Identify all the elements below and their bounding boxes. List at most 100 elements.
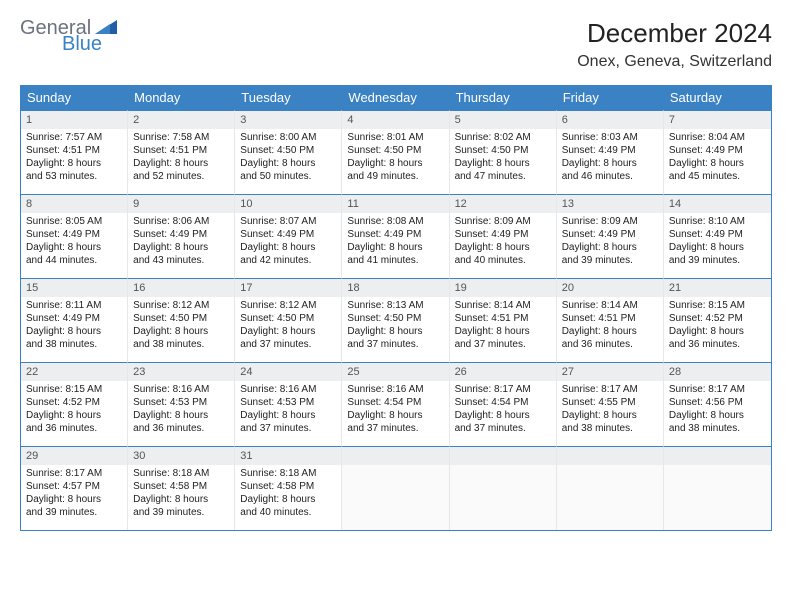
day-body: Sunrise: 7:57 AMSunset: 4:51 PMDaylight:…: [21, 129, 127, 188]
day-number: 1: [21, 111, 127, 129]
day-body: Sunrise: 8:06 AMSunset: 4:49 PMDaylight:…: [128, 213, 234, 272]
day-cell: 6Sunrise: 8:03 AMSunset: 4:49 PMDaylight…: [557, 110, 664, 194]
day-sunrise: Sunrise: 8:15 AM: [669, 299, 766, 312]
day-number: 12: [450, 195, 556, 213]
day-sunset: Sunset: 4:52 PM: [26, 396, 122, 409]
day-day1: Daylight: 8 hours: [240, 241, 336, 254]
day-number: 27: [557, 363, 663, 381]
day-sunrise: Sunrise: 7:57 AM: [26, 131, 122, 144]
day-cell: 24Sunrise: 8:16 AMSunset: 4:53 PMDayligh…: [235, 362, 342, 446]
day-sunset: Sunset: 4:49 PM: [347, 228, 443, 241]
day-body: Sunrise: 8:13 AMSunset: 4:50 PMDaylight:…: [342, 297, 448, 356]
day-number: 20: [557, 279, 663, 297]
day-number: 24: [235, 363, 341, 381]
day-day1: Daylight: 8 hours: [669, 157, 766, 170]
day-number: 6: [557, 111, 663, 129]
day-sunrise: Sunrise: 8:12 AM: [133, 299, 229, 312]
day-body: Sunrise: 8:15 AMSunset: 4:52 PMDaylight:…: [21, 381, 127, 440]
day-cell: 3Sunrise: 8:00 AMSunset: 4:50 PMDaylight…: [235, 110, 342, 194]
day-sunset: Sunset: 4:54 PM: [347, 396, 443, 409]
day-sunset: Sunset: 4:55 PM: [562, 396, 658, 409]
day-body: Sunrise: 8:14 AMSunset: 4:51 PMDaylight:…: [450, 297, 556, 356]
day-sunset: Sunset: 4:49 PM: [26, 228, 122, 241]
day-body: Sunrise: 8:03 AMSunset: 4:49 PMDaylight:…: [557, 129, 663, 188]
day-cell: 2Sunrise: 7:58 AMSunset: 4:51 PMDaylight…: [128, 110, 235, 194]
day-cell: 21Sunrise: 8:15 AMSunset: 4:52 PMDayligh…: [664, 278, 771, 362]
day-body: Sunrise: 8:16 AMSunset: 4:54 PMDaylight:…: [342, 381, 448, 440]
day-sunset: Sunset: 4:50 PM: [347, 144, 443, 157]
day-day2: and 43 minutes.: [133, 254, 229, 267]
day-day2: and 40 minutes.: [455, 254, 551, 267]
day-number: 18: [342, 279, 448, 297]
day-cell: 14Sunrise: 8:10 AMSunset: 4:49 PMDayligh…: [664, 194, 771, 278]
day-body: Sunrise: 8:07 AMSunset: 4:49 PMDaylight:…: [235, 213, 341, 272]
day-sunset: Sunset: 4:49 PM: [133, 228, 229, 241]
weekday-header: Monday: [128, 85, 235, 110]
day-sunrise: Sunrise: 8:17 AM: [669, 383, 766, 396]
calendar-grid: SundayMondayTuesdayWednesdayThursdayFrid…: [20, 85, 772, 531]
day-cell: 16Sunrise: 8:12 AMSunset: 4:50 PMDayligh…: [128, 278, 235, 362]
day-day1: Daylight: 8 hours: [240, 325, 336, 338]
day-cell: 11Sunrise: 8:08 AMSunset: 4:49 PMDayligh…: [342, 194, 449, 278]
day-sunrise: Sunrise: 8:14 AM: [455, 299, 551, 312]
day-day1: Daylight: 8 hours: [347, 157, 443, 170]
month-title: December 2024: [577, 18, 772, 49]
day-body: Sunrise: 8:11 AMSunset: 4:49 PMDaylight:…: [21, 297, 127, 356]
day-day1: Daylight: 8 hours: [133, 325, 229, 338]
day-cell: 12Sunrise: 8:09 AMSunset: 4:49 PMDayligh…: [450, 194, 557, 278]
day-sunrise: Sunrise: 8:13 AM: [347, 299, 443, 312]
day-number: 5: [450, 111, 556, 129]
day-day1: Daylight: 8 hours: [26, 493, 122, 506]
day-day1: Daylight: 8 hours: [26, 409, 122, 422]
day-sunrise: Sunrise: 8:04 AM: [669, 131, 766, 144]
day-day1: Daylight: 8 hours: [669, 241, 766, 254]
day-body: Sunrise: 8:01 AMSunset: 4:50 PMDaylight:…: [342, 129, 448, 188]
weekday-header: Thursday: [450, 85, 557, 110]
day-sunrise: Sunrise: 7:58 AM: [133, 131, 229, 144]
day-number-blank: [342, 447, 448, 465]
day-day2: and 45 minutes.: [669, 170, 766, 183]
day-day1: Daylight: 8 hours: [240, 157, 336, 170]
day-cell: 26Sunrise: 8:17 AMSunset: 4:54 PMDayligh…: [450, 362, 557, 446]
day-number: 22: [21, 363, 127, 381]
day-day2: and 52 minutes.: [133, 170, 229, 183]
day-number: 2: [128, 111, 234, 129]
day-body: Sunrise: 8:16 AMSunset: 4:53 PMDaylight:…: [128, 381, 234, 440]
day-sunrise: Sunrise: 8:09 AM: [562, 215, 658, 228]
weekday-header: Sunday: [21, 85, 128, 110]
day-sunrise: Sunrise: 8:18 AM: [240, 467, 336, 480]
day-sunset: Sunset: 4:49 PM: [455, 228, 551, 241]
day-sunset: Sunset: 4:57 PM: [26, 480, 122, 493]
day-cell: 29Sunrise: 8:17 AMSunset: 4:57 PMDayligh…: [21, 446, 128, 530]
day-sunrise: Sunrise: 8:16 AM: [240, 383, 336, 396]
day-day2: and 38 minutes.: [669, 422, 766, 435]
day-sunrise: Sunrise: 8:11 AM: [26, 299, 122, 312]
day-day1: Daylight: 8 hours: [669, 325, 766, 338]
day-cell: 9Sunrise: 8:06 AMSunset: 4:49 PMDaylight…: [128, 194, 235, 278]
day-day1: Daylight: 8 hours: [455, 241, 551, 254]
day-sunset: Sunset: 4:49 PM: [26, 312, 122, 325]
day-body: Sunrise: 8:18 AMSunset: 4:58 PMDaylight:…: [235, 465, 341, 524]
day-sunrise: Sunrise: 8:17 AM: [562, 383, 658, 396]
title-block: December 2024 Onex, Geneva, Switzerland: [577, 18, 772, 71]
day-body: Sunrise: 8:04 AMSunset: 4:49 PMDaylight:…: [664, 129, 771, 188]
day-sunrise: Sunrise: 8:03 AM: [562, 131, 658, 144]
weekday-header: Wednesday: [342, 85, 449, 110]
day-sunset: Sunset: 4:50 PM: [133, 312, 229, 325]
day-number: 17: [235, 279, 341, 297]
day-day1: Daylight: 8 hours: [562, 241, 658, 254]
day-cell: 13Sunrise: 8:09 AMSunset: 4:49 PMDayligh…: [557, 194, 664, 278]
day-day2: and 37 minutes.: [455, 338, 551, 351]
day-cell: 17Sunrise: 8:12 AMSunset: 4:50 PMDayligh…: [235, 278, 342, 362]
day-day2: and 44 minutes.: [26, 254, 122, 267]
day-cell: 30Sunrise: 8:18 AMSunset: 4:58 PMDayligh…: [128, 446, 235, 530]
day-day1: Daylight: 8 hours: [240, 409, 336, 422]
blank-cell: [450, 446, 557, 530]
blank-cell: [557, 446, 664, 530]
day-number: 19: [450, 279, 556, 297]
day-day2: and 36 minutes.: [26, 422, 122, 435]
day-number: 14: [664, 195, 771, 213]
day-number: 11: [342, 195, 448, 213]
day-day2: and 47 minutes.: [455, 170, 551, 183]
day-body: Sunrise: 8:08 AMSunset: 4:49 PMDaylight:…: [342, 213, 448, 272]
